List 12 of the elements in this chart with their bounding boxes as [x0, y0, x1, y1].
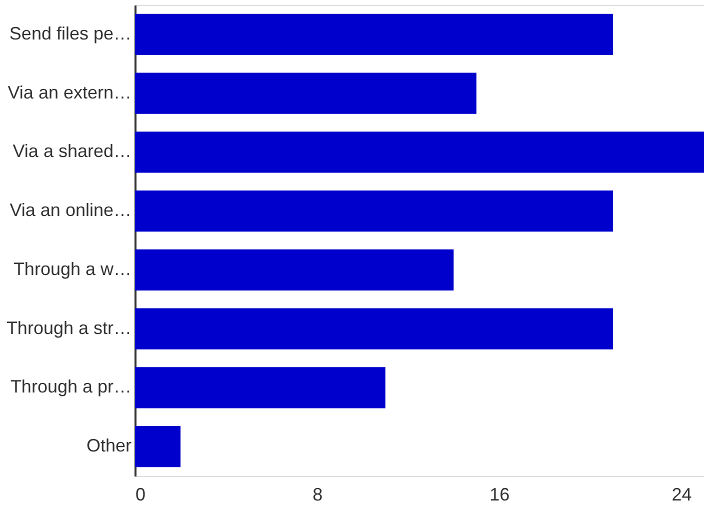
y-tick-label: Through a w… — [13, 258, 132, 279]
y-tick-label: Via a shared… — [12, 141, 132, 162]
y-tick-label: Other — [86, 436, 132, 456]
y-tick-label: Through a pr… — [10, 376, 132, 397]
y-tick-label: Via an online… — [10, 200, 132, 220]
x-tick-label: 8 — [312, 484, 323, 504]
x-tick-label: 24 — [672, 484, 692, 504]
x-tick-label: 0 — [136, 484, 146, 504]
x-tick-label: 16 — [490, 484, 510, 504]
y-tick-label: Send files pe… — [9, 23, 132, 44]
y-tick-label: Via an extern… — [8, 82, 132, 102]
y-tick-label: Through a str… — [6, 318, 132, 338]
